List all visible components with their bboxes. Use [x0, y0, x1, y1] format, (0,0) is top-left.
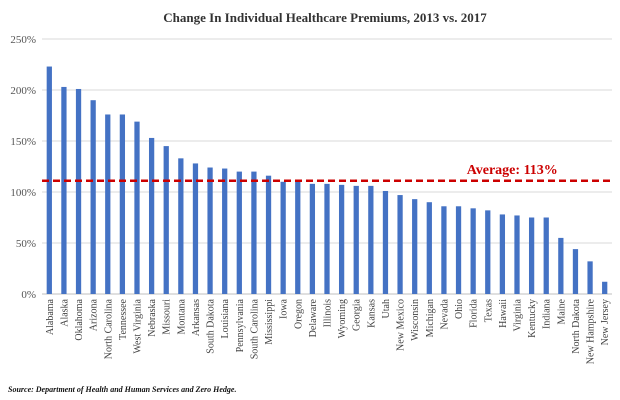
- bar: [134, 121, 140, 295]
- x-tick-label: Texas: [483, 299, 494, 322]
- bar: [324, 183, 330, 294]
- x-tick-label: Arkansas: [191, 299, 202, 336]
- x-tick-label: New Hampshire: [586, 298, 597, 364]
- bar: [280, 181, 286, 294]
- bar: [192, 163, 199, 294]
- x-tick-label: North Carolina: [103, 298, 114, 359]
- x-tick-label: Maine: [556, 298, 567, 324]
- bar: [426, 202, 432, 294]
- bar: [353, 185, 359, 294]
- bar: [251, 171, 257, 294]
- x-tick-label: Kansas: [366, 299, 377, 328]
- x-axis-ticks: Alabama Alaska Oklahoma Arizona North Caroli…: [45, 298, 611, 364]
- x-tick-label: Alabama: [45, 298, 56, 335]
- x-tick-label: Mississippi: [264, 299, 275, 345]
- chart-title: Change In Individual Healthcare Premiums…: [163, 10, 487, 25]
- x-tick-label: Arizona: [89, 298, 100, 331]
- x-tick-label: Tennessee: [118, 298, 129, 340]
- bar: [236, 171, 242, 294]
- bar: [207, 167, 213, 294]
- bar: [528, 217, 535, 294]
- x-tick-label: New Jersey: [600, 299, 611, 345]
- bar: [499, 214, 506, 294]
- x-tick-label: Indiana: [542, 298, 553, 329]
- bar: [75, 88, 82, 294]
- x-tick-label: Wyoming: [337, 299, 348, 338]
- bar: [441, 206, 447, 294]
- average-label: Average: 113%: [467, 163, 558, 178]
- y-tick-label: 0%: [21, 289, 36, 301]
- bar: [514, 215, 520, 294]
- bar: [397, 195, 403, 294]
- y-axis-ticks: 0% 50% 100% 150% 200% 250%: [10, 34, 36, 301]
- bar: [309, 183, 316, 294]
- bar: [163, 146, 169, 294]
- x-tick-label: Kentucky: [527, 299, 538, 338]
- y-tick-label: 150%: [10, 136, 36, 148]
- bar: [543, 217, 549, 294]
- x-tick-label: Nebraska: [147, 298, 158, 336]
- bar: [61, 86, 67, 294]
- x-tick-label: New Mexico: [396, 299, 407, 351]
- bar: [455, 206, 462, 294]
- y-tick-label: 50%: [16, 238, 36, 250]
- x-tick-label: Iowa: [279, 298, 290, 319]
- x-tick-label: Pennsylvania: [235, 298, 246, 352]
- bar: [119, 114, 126, 294]
- bar: [485, 210, 491, 294]
- bar: [587, 261, 593, 294]
- source-note: Source: Department of Health and Human S…: [8, 385, 236, 394]
- average-marker: Average: 113%: [42, 163, 612, 183]
- bar: [178, 158, 184, 294]
- y-tick-label: 200%: [10, 85, 36, 97]
- y-tick-label: 250%: [10, 34, 36, 46]
- bar: [412, 199, 418, 294]
- y-tick-label: 100%: [10, 187, 36, 199]
- x-tick-label: South Carolina: [249, 298, 260, 359]
- bars: [46, 66, 608, 295]
- x-tick-label: West Virginia: [133, 298, 144, 353]
- x-tick-label: Ohio: [454, 299, 465, 319]
- x-tick-label: Hawaii: [498, 299, 509, 328]
- bar: [368, 185, 374, 294]
- x-tick-label: Alaska: [59, 298, 70, 326]
- bar: [148, 137, 155, 294]
- bar: [46, 66, 52, 294]
- x-tick-label: South Dakota: [206, 298, 217, 353]
- bar: [602, 281, 608, 294]
- x-tick-label: Utah: [381, 299, 392, 318]
- x-tick-label: Louisiana: [220, 298, 231, 338]
- bar: [572, 249, 579, 294]
- x-tick-label: Missouri: [162, 299, 173, 335]
- bar: [382, 190, 389, 294]
- x-tick-label: Nevada: [439, 298, 450, 329]
- x-tick-label: Wisconsin: [410, 299, 421, 341]
- x-tick-label: Georgia: [352, 298, 363, 331]
- x-tick-label: Oregon: [293, 299, 304, 329]
- x-tick-label: Montana: [176, 298, 187, 334]
- x-tick-label: Illinois: [323, 299, 334, 327]
- bar: [295, 181, 301, 294]
- x-tick-label: Michigan: [425, 299, 436, 337]
- bar: [105, 114, 111, 294]
- x-tick-label: Florida: [469, 298, 480, 327]
- x-tick-label: North Dakota: [571, 298, 582, 353]
- x-tick-label: Oklahoma: [74, 298, 85, 340]
- bar: [558, 237, 564, 294]
- x-tick-label: Virginia: [513, 298, 524, 331]
- bar: [470, 208, 476, 294]
- bar: [338, 184, 345, 294]
- bar: [222, 168, 228, 294]
- bar: [265, 175, 272, 294]
- x-tick-label: Delaware: [308, 298, 319, 337]
- bar: [90, 100, 96, 294]
